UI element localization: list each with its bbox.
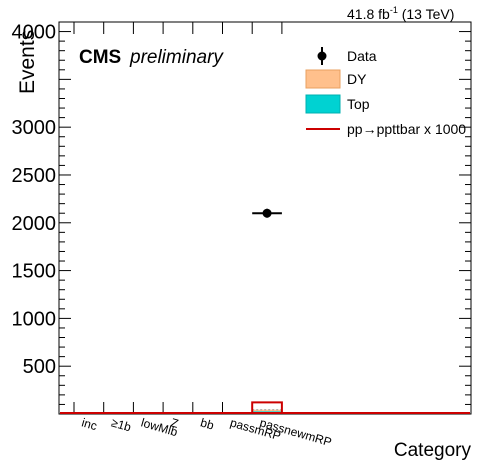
y-tick-label: 2000 [12, 213, 57, 235]
y-tick-label: 1000 [12, 308, 57, 330]
legend-data-marker [317, 51, 327, 61]
y-top-label: 4000 [12, 22, 57, 44]
data-point [262, 208, 272, 218]
cms-label: CMS [79, 47, 121, 68]
plot-frame [58, 21, 472, 415]
x-tick-label: bb [199, 415, 216, 432]
legend-top-swatch [305, 94, 341, 114]
legend-dy-swatch [305, 69, 341, 89]
x-axis-title: Category [394, 440, 472, 461]
x-tick-label: Z [169, 415, 180, 430]
legend-data-label: Data [347, 48, 377, 64]
y-tick-label: 500 [23, 356, 56, 378]
y-axis-title: Events [16, 30, 39, 94]
y-tick-label: 3000 [12, 117, 57, 139]
cms-preliminary-label: preliminary [129, 47, 224, 68]
x-tick-label: ≥1b [110, 415, 133, 434]
legend-top-label: Top [347, 96, 370, 112]
lumi-label: 41.8 fb-1 (13 TeV) [347, 5, 454, 22]
legend-signal-label: pp→ppttbar x 1000 [347, 121, 466, 137]
y-tick-label: 2500 [12, 165, 57, 187]
legend-dy-label: DY [347, 71, 367, 87]
bar-dy [252, 409, 282, 412]
x-tick-label: inc [80, 415, 99, 433]
y-tick-label: 1500 [12, 261, 57, 283]
signal-outline [251, 401, 283, 414]
